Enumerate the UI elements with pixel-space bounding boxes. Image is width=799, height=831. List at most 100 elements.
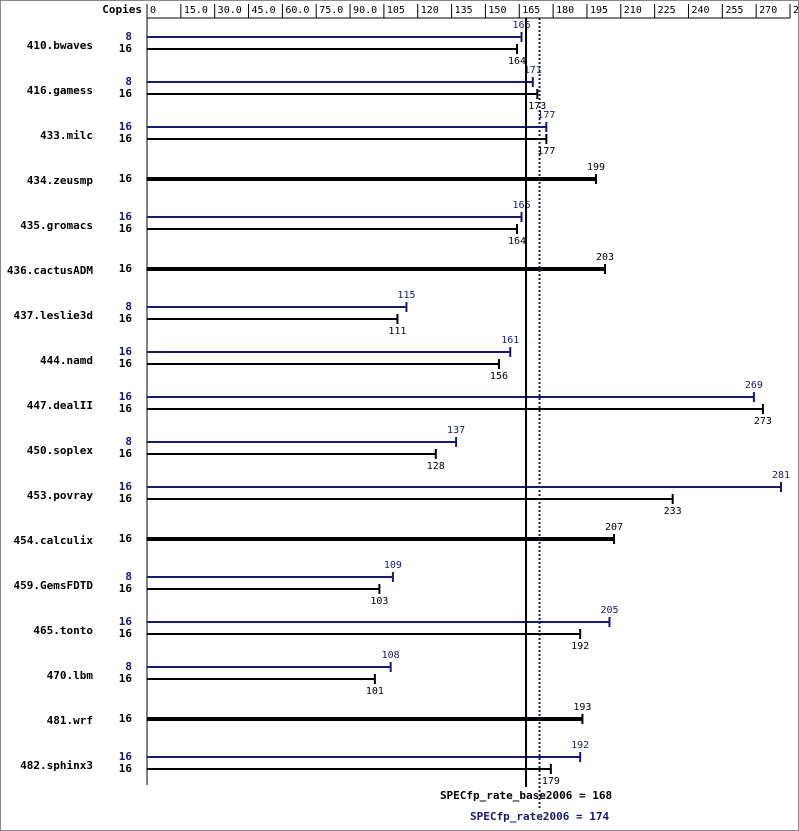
value-label: 101 xyxy=(366,686,384,697)
benchmark-label: 444.namd xyxy=(40,354,93,367)
value-label: 166 xyxy=(512,20,530,31)
copies-label: 16 xyxy=(119,172,133,185)
copies-header: Copies xyxy=(102,3,142,16)
copies-label: 16 xyxy=(119,402,133,415)
x-tick-label: 150 xyxy=(488,5,506,16)
copies-label: 16 xyxy=(119,532,133,545)
benchmark-label: 454.calculix xyxy=(14,534,94,547)
x-tick-label: 285 xyxy=(793,5,799,16)
value-label: 179 xyxy=(542,776,560,787)
value-label: 193 xyxy=(573,702,591,713)
value-label: 156 xyxy=(490,371,508,382)
reference-label: SPECfp_rate_base2006 = 168 xyxy=(440,789,612,802)
value-label: 192 xyxy=(571,740,589,751)
copies-label: 16 xyxy=(119,672,133,685)
value-label: 173 xyxy=(528,101,546,112)
copies-label: 8 xyxy=(125,30,132,43)
benchmark-label: 470.lbm xyxy=(47,669,94,682)
copies-label: 8 xyxy=(125,660,132,673)
value-label: 177 xyxy=(537,146,555,157)
benchmark-label: 453.povray xyxy=(27,489,94,502)
copies-label: 16 xyxy=(119,582,133,595)
value-label: 137 xyxy=(447,425,465,436)
copies-label: 16 xyxy=(119,120,133,133)
x-tick-label: 0 xyxy=(150,5,156,16)
copies-label: 16 xyxy=(119,390,133,403)
x-tick-label: 30.0 xyxy=(218,5,242,16)
benchmark-label: 434.zeusmp xyxy=(27,174,94,187)
copies-label: 16 xyxy=(119,132,133,145)
x-tick-label: 180 xyxy=(556,5,574,16)
copies-label: 16 xyxy=(119,615,133,628)
copies-label: 16 xyxy=(119,42,133,55)
copies-label: 16 xyxy=(119,750,133,763)
copies-label: 16 xyxy=(119,627,133,640)
value-label: 109 xyxy=(384,560,402,571)
x-tick-label: 15.0 xyxy=(184,5,208,16)
copies-label: 16 xyxy=(119,210,133,223)
value-label: 207 xyxy=(605,522,623,533)
benchmark-label: 465.tonto xyxy=(33,624,93,637)
value-label: 177 xyxy=(537,110,555,121)
x-tick-label: 210 xyxy=(624,5,642,16)
x-tick-label: 135 xyxy=(455,5,473,16)
value-label: 203 xyxy=(596,252,614,263)
benchmark-label: 433.milc xyxy=(40,129,93,142)
copies-label: 16 xyxy=(119,345,133,358)
value-label: 281 xyxy=(772,470,790,481)
benchmark-label: 416.gamess xyxy=(27,84,93,97)
x-tick-label: 105 xyxy=(387,5,405,16)
benchmark-label: 435.gromacs xyxy=(20,219,93,232)
x-tick-label: 45.0 xyxy=(252,5,276,16)
copies-label: 16 xyxy=(119,492,133,505)
x-tick-label: 75.0 xyxy=(319,5,343,16)
value-label: 103 xyxy=(370,596,388,607)
value-label: 273 xyxy=(754,416,772,427)
x-tick-label: 270 xyxy=(759,5,777,16)
copies-label: 8 xyxy=(125,435,132,448)
x-tick-label: 225 xyxy=(658,5,676,16)
benchmark-label: 450.soplex xyxy=(27,444,94,457)
x-tick-label: 255 xyxy=(725,5,743,16)
reference-label: SPECfp_rate2006 = 174 xyxy=(470,810,609,823)
x-tick-label: 195 xyxy=(590,5,608,16)
copies-label: 16 xyxy=(119,312,133,325)
copies-label: 16 xyxy=(119,447,133,460)
benchmark-label: 436.cactusADM xyxy=(7,264,93,277)
x-tick-label: 120 xyxy=(421,5,439,16)
value-label: 161 xyxy=(501,335,519,346)
value-label: 164 xyxy=(508,56,526,67)
copies-label: 16 xyxy=(119,357,133,370)
benchmark-label: 447.dealII xyxy=(27,399,93,412)
copies-label: 8 xyxy=(125,75,132,88)
x-tick-label: 165 xyxy=(522,5,540,16)
copies-label: 16 xyxy=(119,87,133,100)
copies-label: 16 xyxy=(119,712,133,725)
value-label: 233 xyxy=(664,506,682,517)
copies-label: 8 xyxy=(125,570,132,583)
value-label: 171 xyxy=(524,65,542,76)
x-tick-label: 240 xyxy=(691,5,709,16)
value-label: 166 xyxy=(512,200,530,211)
benchmark-label: 481.wrf xyxy=(47,714,93,727)
x-tick-label: 90.0 xyxy=(353,5,377,16)
copies-label: 16 xyxy=(119,222,133,235)
benchmark-label: 410.bwaves xyxy=(27,39,93,52)
value-label: 205 xyxy=(600,605,618,616)
value-label: 111 xyxy=(388,326,406,337)
value-label: 115 xyxy=(397,290,415,301)
value-label: 128 xyxy=(427,461,445,472)
value-label: 164 xyxy=(508,236,526,247)
value-label: 269 xyxy=(745,380,763,391)
benchmark-label: 459.GemsFDTD xyxy=(14,579,94,592)
benchmark-label: 437.leslie3d xyxy=(14,309,93,322)
copies-label: 16 xyxy=(119,762,133,775)
copies-label: 16 xyxy=(119,262,133,275)
x-tick-label: 60.0 xyxy=(285,5,309,16)
value-label: 199 xyxy=(587,162,605,173)
copies-label: 8 xyxy=(125,300,132,313)
benchmark-label: 482.sphinx3 xyxy=(20,759,93,772)
value-label: 108 xyxy=(382,650,400,661)
copies-label: 16 xyxy=(119,480,133,493)
